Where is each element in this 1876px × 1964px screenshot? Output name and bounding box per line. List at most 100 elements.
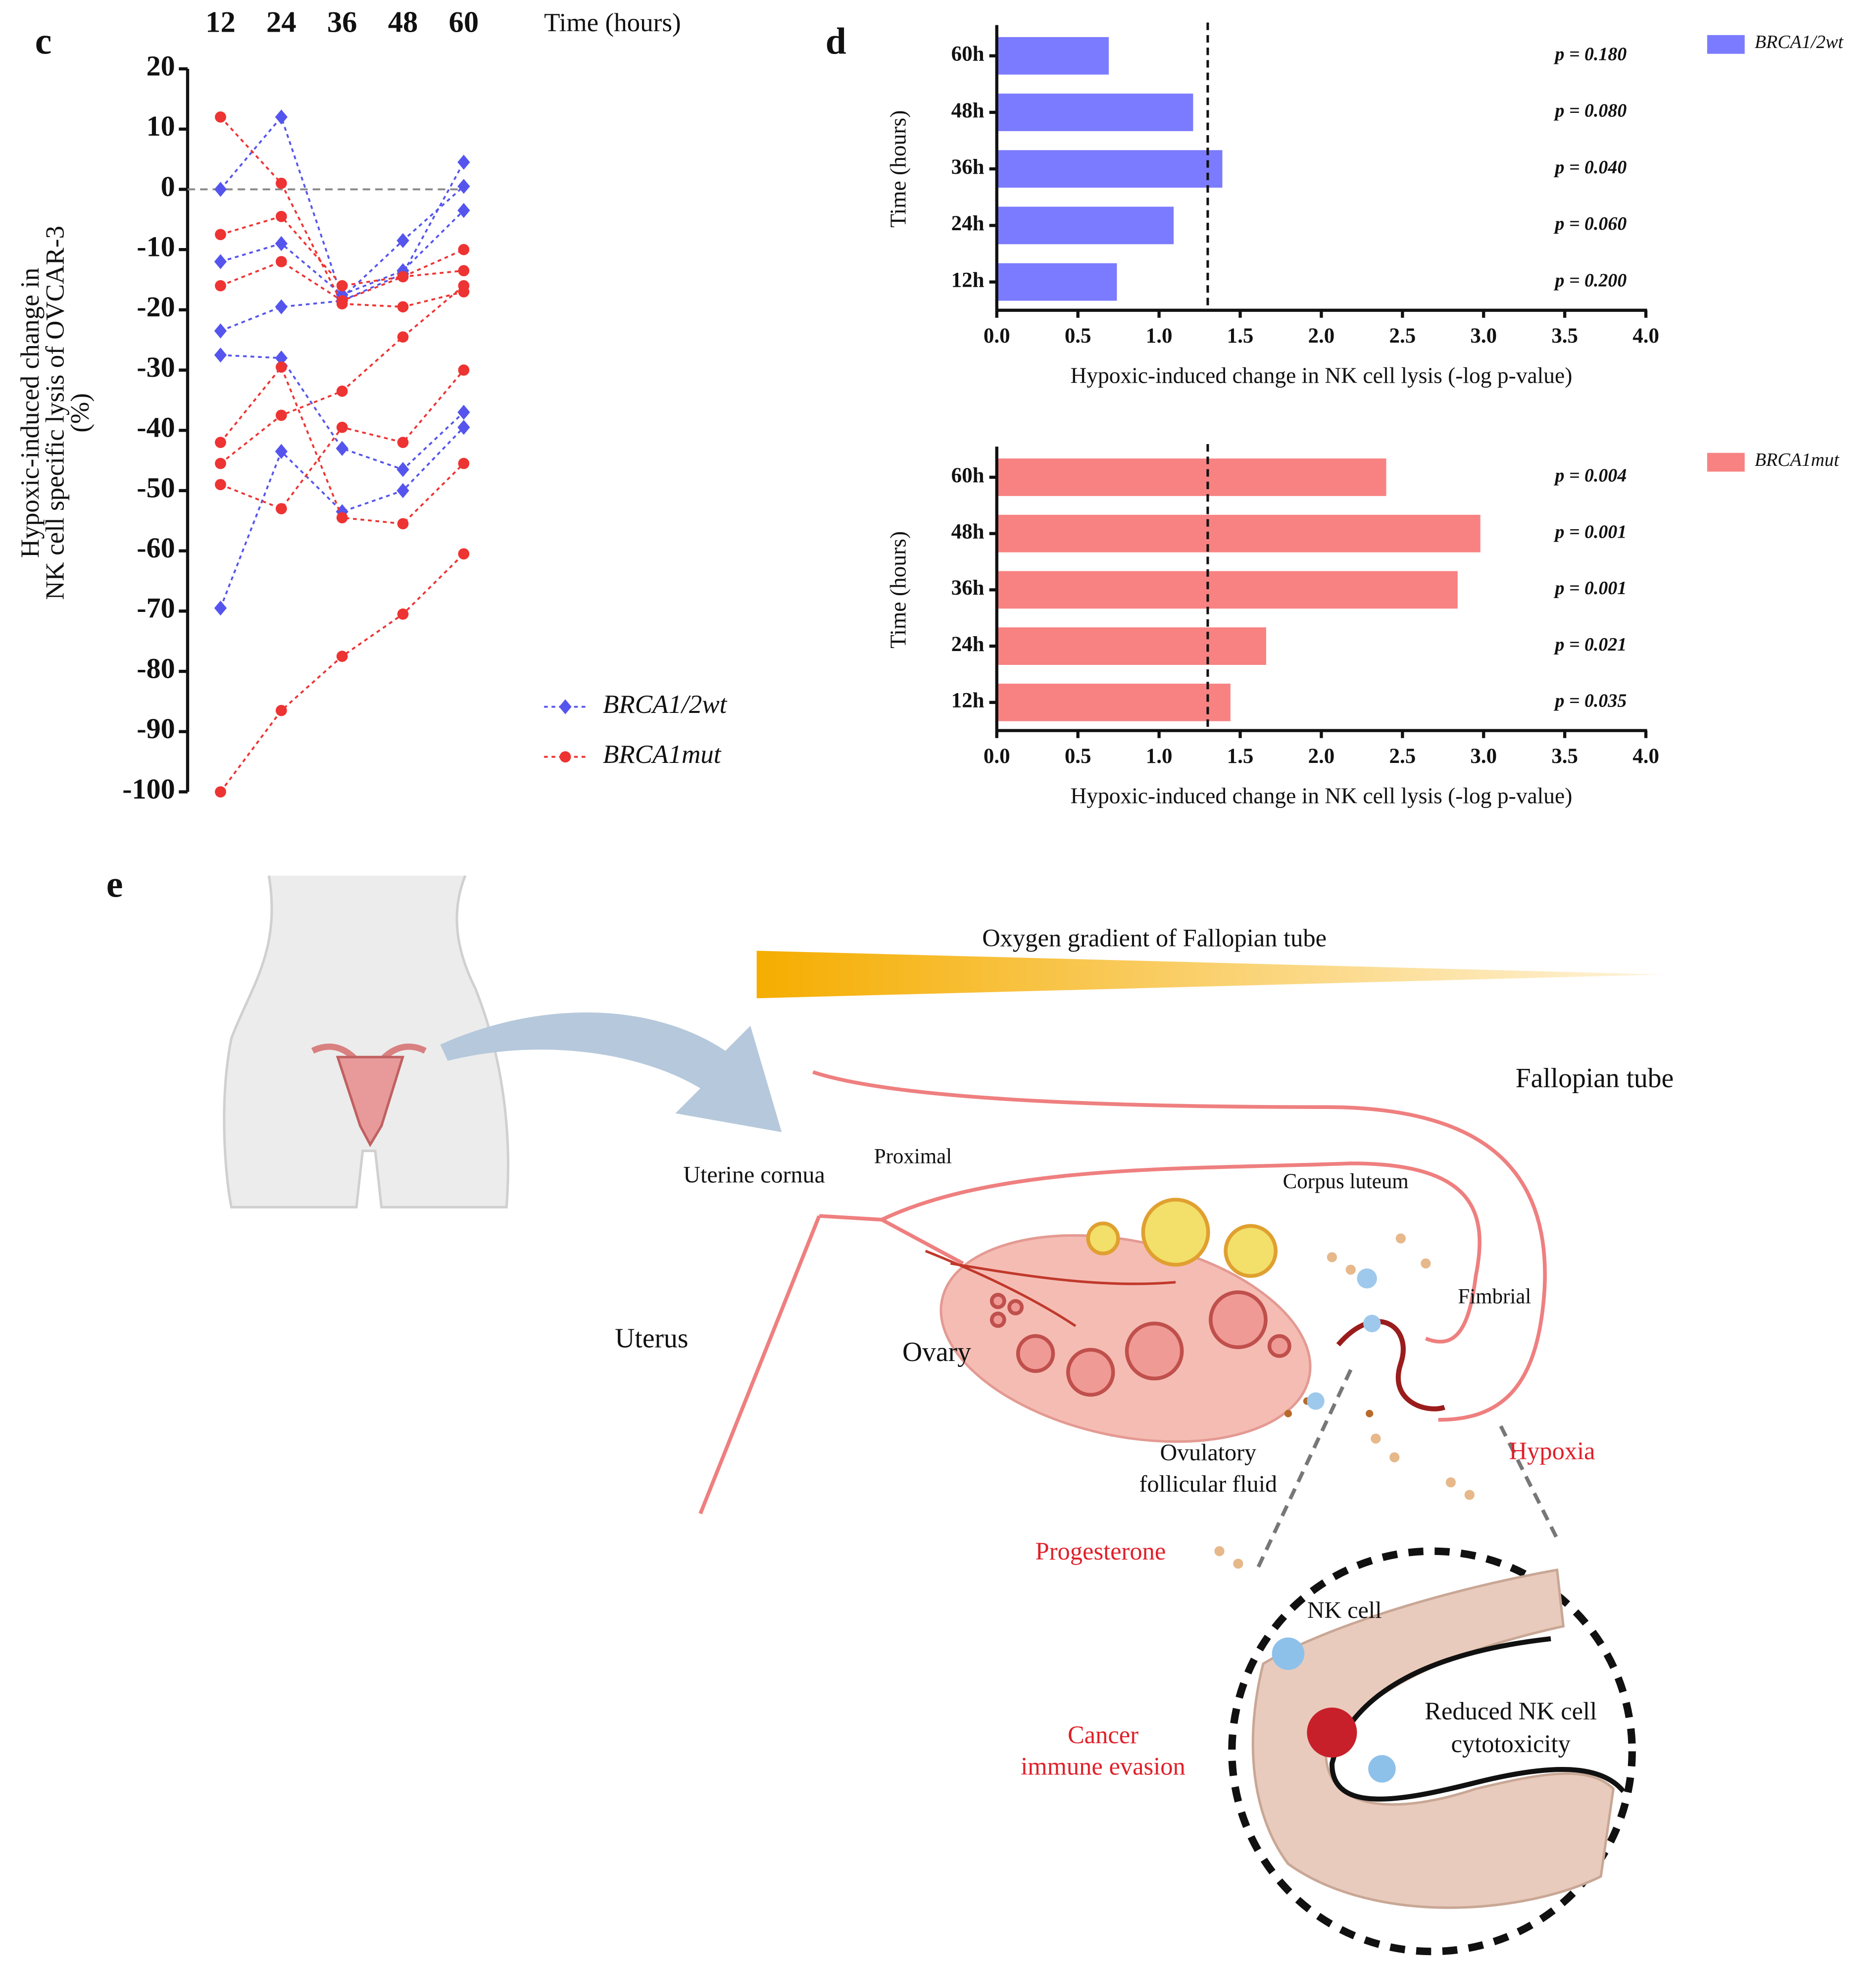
x-tick-label: 3.0: [1470, 745, 1497, 768]
marker: [275, 236, 288, 252]
label: follicular fluid: [1139, 1471, 1277, 1497]
x-tick-label: 2.5: [1389, 745, 1416, 768]
marker: [215, 280, 226, 292]
marker: [275, 409, 287, 421]
marker: [397, 331, 409, 343]
marker: [214, 182, 227, 197]
y-axis-label: Time (hours): [886, 531, 911, 649]
marker: [458, 244, 470, 255]
marker: [458, 364, 470, 376]
label: Uterus: [615, 1323, 688, 1354]
marker: [214, 254, 227, 269]
x-tick-label: 3.5: [1551, 745, 1578, 768]
legend-label: BRCA1/2wt: [603, 690, 728, 719]
marker: [336, 421, 348, 433]
marker: [275, 503, 287, 514]
y-tick-label: -50: [137, 471, 175, 504]
label: Oxygen gradient of Fallopian tube: [982, 924, 1327, 952]
bar: [996, 683, 1231, 721]
marker: [397, 301, 409, 313]
marker: [275, 705, 287, 716]
legend-swatch: [1707, 35, 1745, 54]
marker: [336, 512, 348, 524]
label: NK cell: [1307, 1597, 1382, 1623]
y-tick-label: 12h: [951, 268, 985, 292]
p-label: p = 0.060: [1554, 213, 1627, 234]
bar: [996, 263, 1117, 301]
y-axis-label: Time (hours): [886, 110, 911, 228]
y-tick-label: 60h: [951, 43, 985, 66]
x-tick-label: 4.0: [1632, 324, 1659, 348]
label: Uterine cornua: [683, 1162, 825, 1188]
y-tick-label: 12h: [951, 689, 985, 712]
y-tick-label: -40: [137, 411, 175, 444]
corpus-luteum: [1086, 1198, 1278, 1278]
marker: [275, 109, 288, 125]
marker: [275, 210, 287, 222]
marker: [397, 608, 409, 620]
p-label: p = 0.021: [1554, 634, 1627, 655]
y-tick-label: 0: [161, 170, 175, 202]
tumor: [1307, 1707, 1357, 1758]
tube-outer: [812, 1070, 1547, 1422]
y-tick-label: 24h: [951, 212, 985, 235]
label: Progesterone: [1036, 1537, 1166, 1565]
y-tick-label: -90: [137, 712, 175, 745]
marker: [458, 265, 470, 277]
marker: [336, 280, 348, 292]
p-label: p = 0.040: [1554, 157, 1627, 178]
y-tick-label: 60h: [951, 464, 985, 487]
p-label: p = 0.001: [1554, 578, 1627, 599]
bar: [996, 94, 1193, 131]
marker: [215, 437, 226, 448]
uterus-small-body: [336, 1056, 405, 1148]
panel-letter: e: [106, 863, 123, 905]
series-line: [220, 354, 465, 471]
marker: [214, 323, 227, 339]
oxygen-gradient: [756, 951, 1664, 999]
panel-letter: d: [826, 20, 846, 62]
marker: [397, 518, 409, 530]
x-tick-label: 1.0: [1146, 324, 1173, 348]
y-tick-label: 36h: [951, 155, 985, 179]
fimbriae: [1336, 1319, 1445, 1411]
marker: [457, 154, 470, 170]
bar: [996, 37, 1109, 75]
follicles: [989, 1290, 1291, 1397]
y-tick-label: -70: [137, 592, 175, 624]
x-tick-label: 12: [205, 6, 236, 39]
marker: [397, 437, 409, 448]
zoom-lines: [1255, 1369, 1559, 1571]
panel-letter: c: [35, 20, 52, 62]
x-tick-label: 60: [449, 6, 479, 39]
p-label: p = 0.001: [1554, 521, 1627, 542]
bar: [996, 150, 1223, 188]
legend-label: BRCA1mut: [1755, 450, 1840, 470]
marker: [275, 256, 287, 267]
marker: [336, 441, 348, 456]
legend-label: BRCA1/2wt: [1755, 32, 1844, 52]
marker: [275, 351, 288, 366]
marker: [458, 280, 470, 292]
x-tick-label: 0.0: [984, 745, 1010, 768]
y-tick-label: -30: [137, 351, 175, 383]
lumen-border: [1329, 1636, 1626, 1802]
marker: [275, 299, 288, 314]
uterus-wall: [698, 1214, 964, 1514]
y-tick-label: -20: [137, 291, 175, 323]
x-tick-label: 0.5: [1065, 324, 1091, 348]
marker: [559, 699, 572, 714]
marker: [336, 651, 348, 662]
marker: [396, 233, 409, 249]
marker: [457, 179, 470, 194]
marker: [336, 295, 348, 306]
label: Fimbrial: [1458, 1285, 1531, 1309]
label: Ovulatory: [1160, 1440, 1256, 1466]
label: Hypoxia: [1509, 1437, 1595, 1465]
x-tick-label: 36: [327, 6, 357, 39]
y-tick-label: -80: [137, 652, 175, 684]
label: Fallopian tube: [1516, 1063, 1674, 1094]
legend-label: BRCA1mut: [603, 740, 722, 769]
diagram: e Oxygen gradient of Fallopian tube: [106, 863, 1674, 1956]
